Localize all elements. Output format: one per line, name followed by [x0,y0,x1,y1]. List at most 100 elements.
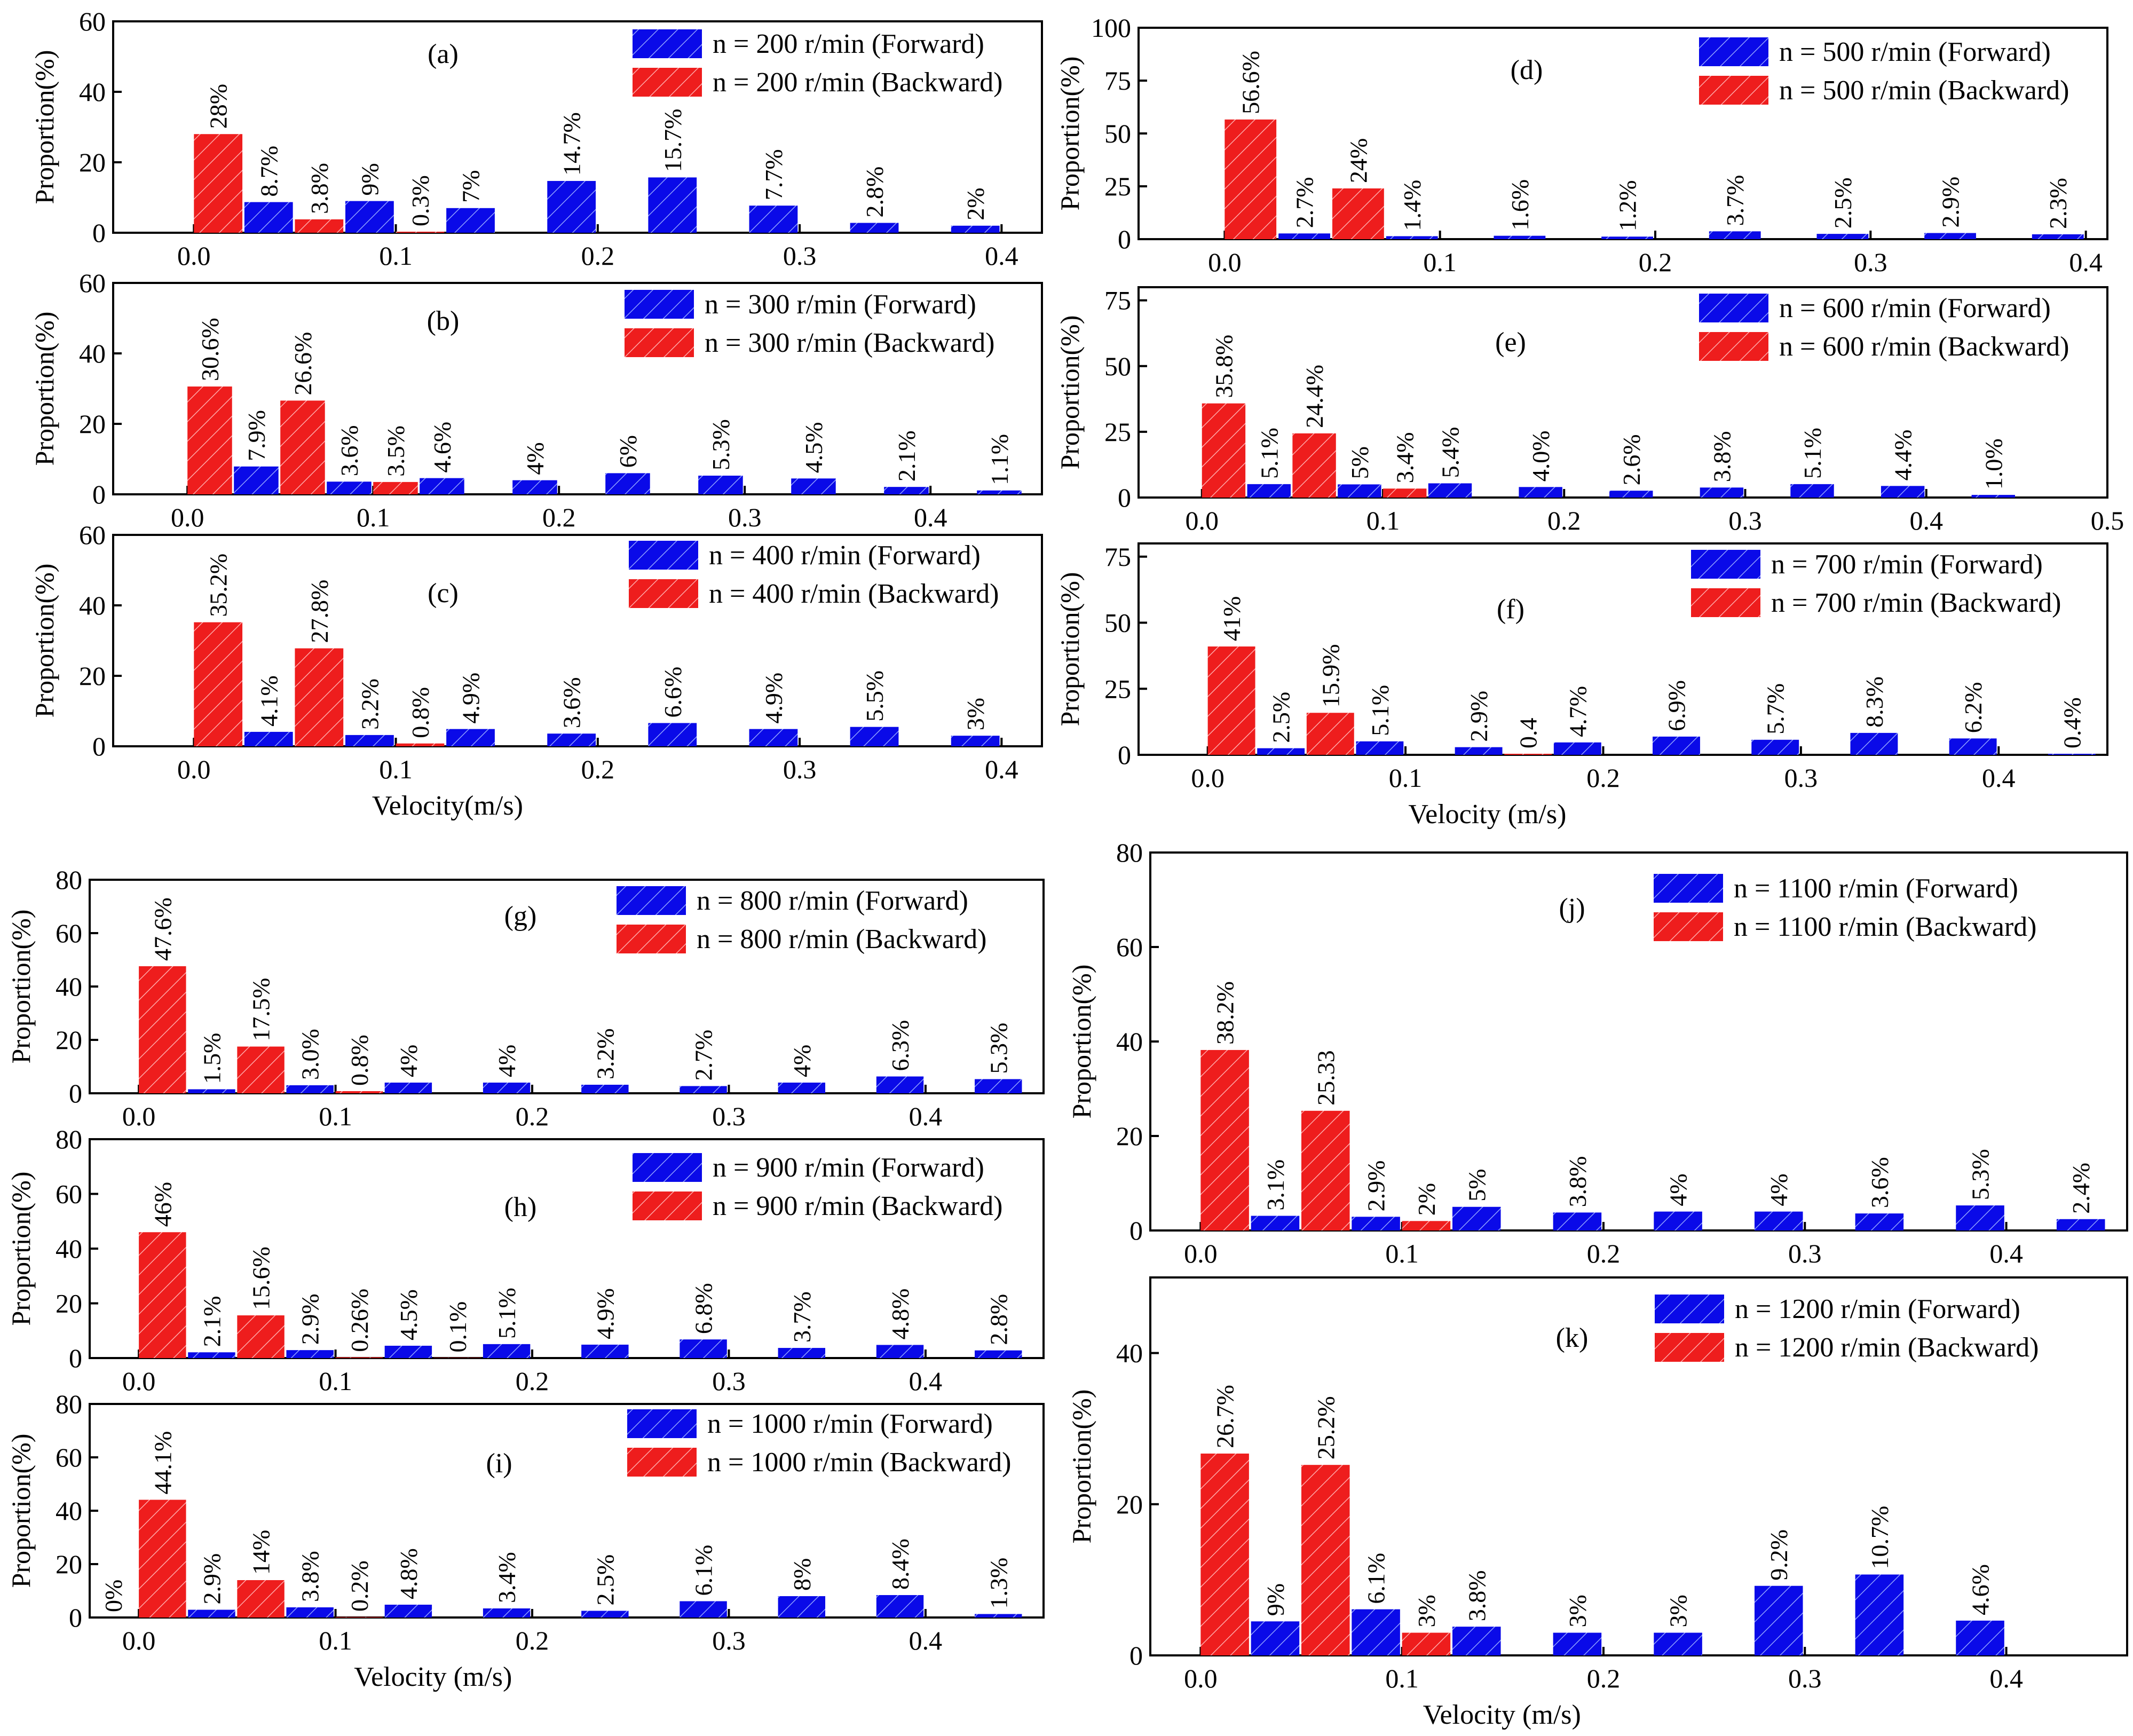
y-tick-label: 40 [79,590,106,620]
panel-label: (c) [428,578,459,609]
data-label: 5% [1346,446,1373,479]
data-label: 1.0% [1980,438,2007,490]
bar-backward [1200,1453,1249,1655]
legend-swatch-backward [633,1191,702,1220]
bar-backward [237,1046,285,1093]
bar-backward [194,134,243,233]
x-tick-label: 0.3 [1728,506,1762,535]
data-label: 4% [788,1045,816,1077]
data-label: 4% [1665,1173,1692,1206]
legend-entry-backward: n = 800 r/min (Backward) [697,924,986,954]
data-label: 14.7% [558,112,586,176]
bar-forward [951,225,1000,233]
data-label: 8% [788,1558,816,1591]
bar-forward [1881,486,1925,498]
bar-forward [581,1085,629,1093]
x-tick-label: 0.2 [516,1101,549,1131]
legend-swatch-forward [629,541,698,570]
legend-entry-forward: n = 1200 r/min (Forward) [1735,1294,2020,1324]
data-label: 0.8% [407,687,434,738]
x-tick-label: 0.2 [1586,763,1620,793]
data-label: 3% [962,698,989,730]
bar-forward [244,731,293,746]
data-label: 6.9% [1663,680,1690,731]
chart-panel-b: 0 20 40 60 0.0 0.1 0.2 0.3 0.4 Proportion(%) (b) n … [29,268,1043,532]
data-label: 4.8% [887,1289,914,1340]
legend-swatch-backward [1691,588,1760,617]
panel-label: (d) [1511,55,1543,85]
y-tick-label: 20 [56,1549,82,1579]
x-tick-label: 0.2 [516,1625,549,1655]
bar-forward [680,1601,727,1617]
data-label: 0.2% [346,1560,373,1612]
y-axis-label: Proportion(%) [29,50,59,204]
data-label: 3.8% [306,163,333,214]
x-tick-label: 0.2 [581,754,615,784]
x-tick-label: 0.0 [1208,247,1242,277]
data-label: 15.9% [1317,644,1344,707]
data-label: 3.8% [297,1551,324,1602]
bar-forward [1386,236,1438,239]
plot-frame [112,282,1043,495]
x-tick-label: 0.2 [1587,1238,1621,1268]
x-tick-label: 0.1 [319,1625,352,1655]
chart-panel-e: 0 25 50 75 0.0 0.1 0.2 0.3 0.4 0.5 Proportion(%) (e… [1055,286,2124,535]
data-label: 6.2% [1960,682,1987,733]
bar-backward [373,482,418,494]
bar-forward [1956,1620,2004,1655]
data-label: 2.1% [198,1296,225,1347]
bar-forward [1654,1632,1702,1655]
legend-swatch-forward [633,29,702,58]
data-label: 0% [100,1580,127,1612]
bar-forward [1251,1216,1300,1230]
x-tick-label: 0.3 [783,241,817,271]
legend-swatch-backward [633,68,702,97]
y-tick-label: 75 [1104,66,1131,96]
x-tick-label: 0.4 [914,502,947,532]
x-tick-label: 0.1 [357,502,390,532]
bar-forward [977,490,1022,494]
x-tick-label: 0.1 [1366,506,1400,535]
legend-swatch-backward [627,1448,697,1477]
bar-forward [1278,233,1330,239]
bar-forward [1553,742,1601,755]
legend-entry-forward: n = 200 r/min (Forward) [713,29,984,59]
data-label: 3% [1564,1595,1591,1627]
y-axis-label: Proportion(%) [1055,572,1085,727]
y-axis-label: Proportion(%) [29,564,59,718]
y-tick-label: 60 [56,1179,82,1209]
x-tick-label: 0.1 [1423,247,1457,277]
bar-backward [1504,754,1552,755]
bar-forward [1519,487,1562,498]
bar-forward [1971,495,2015,498]
x-tick-label: 0.3 [1788,1663,1822,1693]
bar-backward [1301,1465,1350,1655]
bar-backward [1382,488,1427,498]
bar-backward [237,1315,285,1358]
data-label: 2.7% [1291,177,1318,228]
y-tick-label: 60 [79,6,106,36]
bar-forward [345,735,394,746]
data-label: 0.26% [346,1289,373,1352]
x-tick-label: 0.0 [122,1101,156,1131]
bar-backward [295,648,344,746]
legend-entry-forward: n = 800 r/min (Forward) [697,886,968,916]
bar-backward [139,1500,186,1617]
panel-label: (a) [428,39,459,69]
bar-forward [1790,484,1834,498]
panel-label: (i) [486,1448,512,1479]
legend-swatch-backward [625,328,694,357]
bar-backward [194,622,243,746]
x-tick-label: 0.3 [1788,1238,1822,1268]
data-label: 2% [1413,1183,1440,1216]
legend-entry-forward: n = 700 r/min (Forward) [1771,549,2043,580]
bar-backward [237,1580,285,1617]
bar-forward [1709,231,1761,239]
y-tick-label: 20 [56,1289,82,1319]
legend-swatch-backward [1655,1333,1724,1362]
data-label: 6.1% [690,1545,717,1596]
data-label: 8.3% [1861,676,1888,728]
legend-entry-backward: n = 600 r/min (Backward) [1779,332,2069,362]
x-tick-label: 0.3 [1784,763,1818,793]
